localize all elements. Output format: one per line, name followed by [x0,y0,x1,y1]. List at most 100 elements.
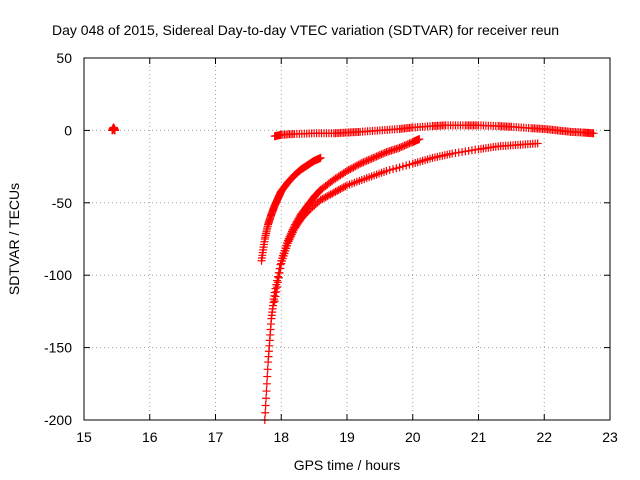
data-point [287,232,296,241]
data-point [273,283,282,292]
data-point [271,292,280,301]
data-point [284,237,293,246]
data-point [374,151,383,160]
data-point [272,287,281,296]
chart-title: Day 048 of 2015, Sidereal Day-to-day VTE… [52,22,559,38]
axes: 15 16 17 18 19 20 21 22 23 -200 -150 -100 -50 0 50 [44,50,618,445]
data-point [263,372,272,381]
data-point [324,191,333,200]
data-point [397,143,406,152]
y-tick-label: -200 [44,412,72,428]
x-tick-label: 18 [273,429,289,445]
data-point [334,185,343,194]
data-point [362,156,371,165]
data-point [398,142,407,151]
x-axis-label: GPS time / hours [294,457,401,473]
data-point [361,157,370,166]
data-point [400,141,409,150]
x-tick-label: 21 [471,429,487,445]
data-point [402,161,411,170]
data-point [261,401,270,410]
series-flat-track [270,121,598,141]
y-tick-label: -150 [44,340,72,356]
data-points [108,121,598,424]
data-point [270,297,279,306]
x-tick-label: 20 [405,429,421,445]
data-point [389,165,398,174]
data-point [382,166,391,175]
data-point [380,148,389,157]
x-tick-label: 15 [76,429,92,445]
data-point [405,160,414,169]
data-point [364,156,373,165]
data-point [385,166,394,175]
data-point [329,188,338,197]
data-point [262,394,271,403]
data-point [405,139,414,148]
data-point [398,162,407,171]
data-point [372,152,381,161]
y-tick-label: 0 [64,122,72,138]
data-point [262,379,271,388]
data-point [357,158,366,167]
data-point [110,126,119,135]
data-point [333,186,342,195]
data-point [285,235,294,244]
data-point [395,163,404,172]
series-rising-arc-3 [270,139,542,306]
series-rising-arc-1 [257,153,325,265]
data-point [375,151,384,160]
data-point [326,190,335,199]
data-point [343,166,351,175]
data-point [403,140,412,149]
data-point [352,161,361,170]
y-tick-label: -100 [44,267,72,283]
data-point [344,166,353,175]
data-point [319,194,328,203]
data-point [377,150,386,159]
x-tick-label: 22 [536,429,552,445]
data-point [274,273,283,282]
data-point [347,164,356,173]
data-point [316,153,325,162]
data-point [321,193,330,202]
data-point [354,160,363,169]
data-point [323,192,332,201]
data-point [288,228,297,237]
data-point [533,139,542,148]
y-axis-label: SDTVAR / TECUs [6,183,22,295]
data-point [328,189,337,198]
data-point [367,154,376,163]
x-tick-label: 16 [142,429,158,445]
data-point [366,155,375,164]
data-point [318,194,327,203]
data-point [263,365,272,374]
data-point [276,264,285,273]
data-point [359,158,368,167]
x-tick-label: 23 [602,429,618,445]
data-point [351,162,360,171]
y-tick-label: -50 [52,195,72,211]
data-point [270,288,279,297]
data-point [283,239,292,248]
plot-frame [83,57,611,421]
data-point [341,168,350,177]
data-point [286,233,295,242]
data-point [370,153,379,162]
data-point [379,149,388,158]
data-point [339,183,348,192]
data-point [273,278,282,287]
data-point [356,159,365,168]
data-point [275,269,284,278]
data-point [316,195,325,204]
data-point [287,230,296,239]
data-point [349,163,358,172]
data-point [336,185,345,194]
series-rising-arc-2 [260,135,424,424]
data-point [395,143,404,152]
series-isolated-cluster [108,123,119,135]
y-tick-label: 50 [56,50,72,66]
grid [84,58,610,420]
data-point [346,165,355,174]
